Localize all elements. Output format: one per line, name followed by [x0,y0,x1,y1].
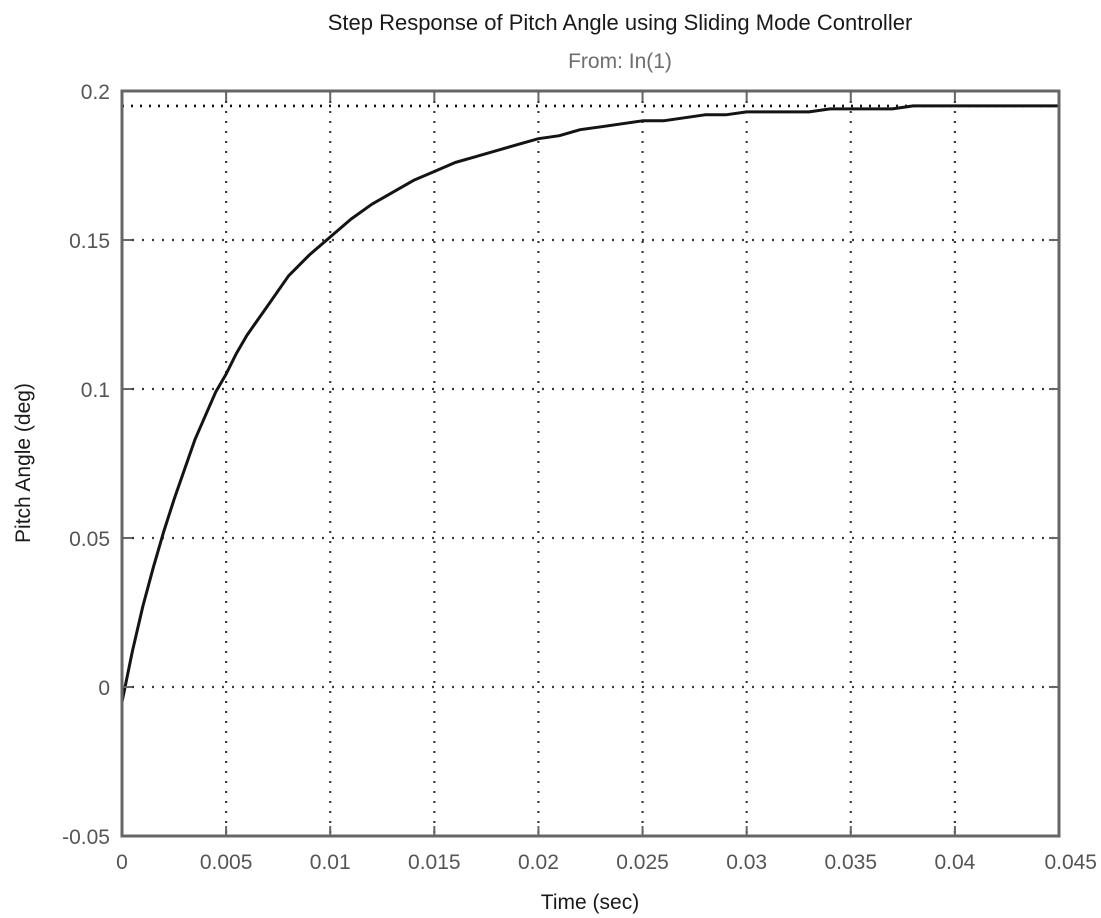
y-axis-label: Pitch Angle (deg) [12,383,35,543]
x-tick-label: 0.045 [1044,851,1097,874]
series-line-step-response [120,104,1061,704]
y-tick-label: 0.2 [81,81,110,104]
x-tick-label: 0.03 [726,851,767,874]
y-tick-label: 0.05 [69,528,110,551]
y-tick-label: 0 [98,677,110,700]
x-tick-label: 0.015 [408,851,461,874]
chart-subtitle: From: In(1) [568,50,672,73]
y-tick-label: 0.1 [81,379,110,402]
y-tick-label: 0.15 [69,230,110,253]
x-axis-label: Time (sec) [541,891,639,914]
y-axis-ticks: -0.05 0 0.05 0.1 0.15 0.2 [62,81,1059,849]
x-axis-ticks: 0 0.005 0.01 0.015 0.02 0.025 0.03 0.035 0.04 0.0… [116,91,1097,874]
x-tick-label: 0.01 [310,851,351,874]
plot-frame [120,89,1061,838]
y-tick-label: -0.05 [62,826,110,849]
chart-title: Step Response of Pitch Angle using Slidi… [328,10,913,35]
x-tick-label: 0.035 [824,851,877,874]
x-tick-label: 0.005 [200,851,253,874]
x-tick-label: 0.04 [934,851,975,874]
x-tick-label: 0.02 [518,851,559,874]
series-layer [120,104,1061,704]
x-tick-label: 0 [116,851,128,874]
grid-lines [122,91,1059,836]
x-tick-label: 0.025 [616,851,669,874]
